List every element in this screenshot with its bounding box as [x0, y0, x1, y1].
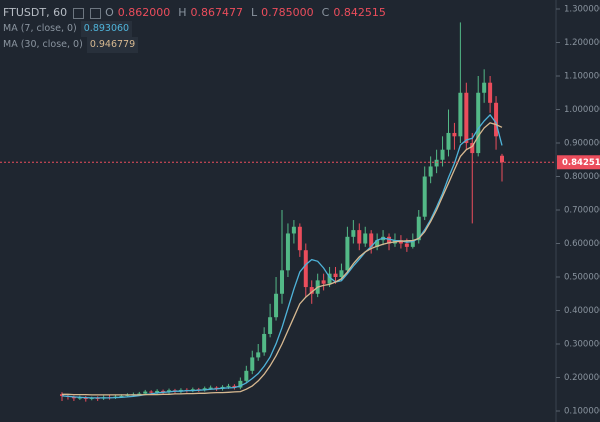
candle-body — [476, 92, 481, 154]
candle-body — [244, 370, 249, 381]
candle-body — [446, 132, 451, 150]
last-price-box — [557, 155, 600, 170]
candle-body — [452, 132, 457, 137]
candle-body — [256, 352, 261, 358]
candle-body — [226, 385, 231, 387]
candle-body — [285, 233, 290, 271]
candle-body — [83, 397, 88, 399]
candle-body — [274, 293, 279, 318]
candle-body — [440, 149, 445, 160]
candle-body — [494, 102, 499, 137]
icon[interactable] — [73, 7, 85, 19]
candle-body — [327, 273, 332, 284]
candle-body — [214, 387, 219, 389]
candle-body — [238, 380, 243, 388]
indicator-value: 0.893060 — [80, 21, 133, 37]
candle-body — [363, 233, 368, 244]
candle-body — [500, 155, 504, 163]
candle-body — [268, 317, 273, 334]
ohlc-label: H — [178, 6, 187, 19]
candle-body — [482, 82, 487, 93]
candle-body — [470, 143, 475, 154]
candle-body — [464, 92, 469, 144]
moving-average-line — [61, 113, 503, 399]
candle-body — [410, 240, 415, 247]
candle-body — [416, 216, 421, 241]
candle-body — [404, 243, 409, 247]
icon[interactable] — [90, 7, 102, 19]
candle-body — [60, 394, 64, 396]
ohlc-label: C — [321, 6, 330, 19]
header-row: FTUSDT, 60 O 0.862000 H 0.867477 L 0.785000 C 0… — [3, 5, 390, 21]
candle-body — [428, 166, 433, 177]
candle-body — [345, 236, 350, 271]
y-tick-label: 1.000000 — [564, 105, 600, 115]
candle-body — [71, 396, 76, 399]
candle-body — [434, 159, 439, 167]
candle-body — [250, 357, 255, 371]
candle-body — [333, 273, 338, 278]
candle-body — [303, 250, 308, 288]
symbol: FTUSDT, 60 — [3, 6, 68, 19]
candle-body — [161, 390, 166, 392]
candle-body — [488, 82, 493, 103]
indicator-row: MA (30, close, 0) 0.946779 — [3, 37, 390, 53]
ohlc-value: 0.862000 — [117, 6, 171, 19]
candle-body — [208, 387, 213, 389]
legend-header: FTUSDT, 60 O 0.862000 H 0.867477 L 0.785000 C 0… — [3, 5, 390, 53]
candle-body — [458, 92, 463, 137]
ohlc-label: L — [251, 6, 258, 19]
candle-body — [143, 391, 148, 394]
y-tick-label: 0.900000 — [564, 139, 600, 149]
candle-body — [202, 388, 207, 391]
candle-body — [291, 226, 296, 234]
candle-body — [369, 233, 374, 247]
ohlc-label: O — [105, 6, 114, 19]
candle-body — [262, 333, 267, 353]
indicator-value: 0.946779 — [86, 37, 139, 53]
candle-body — [375, 240, 380, 247]
ohlc-value: 0.842515 — [333, 6, 386, 19]
candle-body — [351, 230, 356, 237]
candle-body — [297, 226, 302, 251]
candle-body — [232, 385, 237, 388]
candle-body — [309, 287, 314, 294]
candle-body — [77, 397, 82, 399]
indicator-name: MA (30, close, 0) — [3, 39, 83, 50]
moving-average-line — [62, 122, 503, 396]
candle-body — [387, 236, 392, 244]
candle-body — [137, 393, 142, 395]
candle-body — [422, 176, 427, 217]
indicator-row: MA (7, close, 0) 0.893060 — [3, 21, 390, 37]
candle-body — [339, 270, 344, 278]
ohlc-value: 0.867477 — [190, 6, 244, 19]
candle-body — [321, 280, 326, 284]
indicator-name: MA (7, close, 0) — [3, 23, 77, 34]
last-price-label: 0.842515 — [562, 158, 600, 168]
candle-body — [119, 395, 124, 397]
candle-body — [155, 390, 160, 393]
candle-body — [357, 230, 362, 244]
candle-body — [149, 391, 154, 393]
ohlc-value: 0.785000 — [261, 6, 314, 19]
candle-body — [280, 270, 284, 294]
candle-body — [167, 390, 172, 392]
